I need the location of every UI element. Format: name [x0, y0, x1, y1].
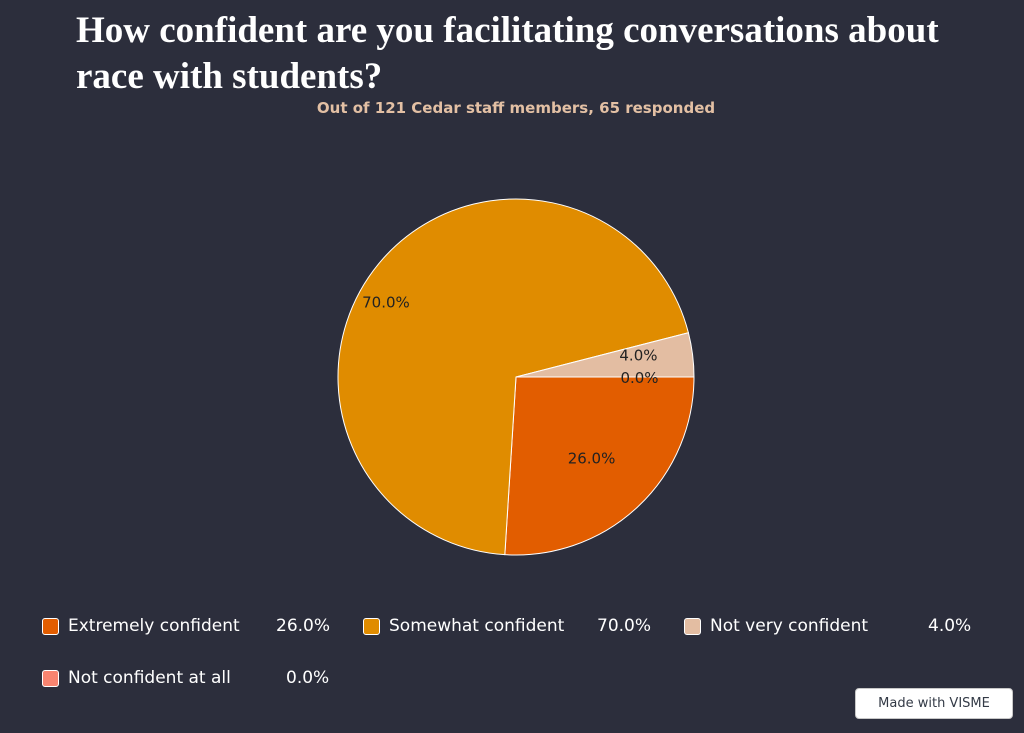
legend-swatch-extremely-confident	[42, 618, 59, 635]
legend-swatch-not-very-confident	[684, 618, 701, 635]
legend-value-somewhat-confident: 70.0%	[597, 616, 652, 636]
pie-chart: 26.0% 70.0% 4.0% 0.0%	[337, 198, 695, 556]
pie-slice-extremely-confident	[504, 376, 695, 556]
legend-swatch-not-confident-at-all	[42, 670, 59, 687]
chart-title: How confident are you facilitating conve…	[76, 10, 939, 97]
slice-label-extremely-confident: 26.0%	[568, 449, 616, 467]
pie-slice-not-very-confident	[515, 332, 695, 378]
pie-slice-somewhat-confident	[337, 198, 690, 556]
legend-label-extremely-confident: Extremely confident	[68, 616, 240, 636]
legend-label-somewhat-confident: Somewhat confident	[389, 616, 565, 636]
slice-label-not-confident-at-all: 0.0%	[620, 369, 658, 387]
slice-label-not-very-confident: 4.0%	[619, 346, 657, 364]
legend-value-not-very-confident: 4.0%	[928, 616, 972, 636]
made-with-visme-badge[interactable]: Made with VISME	[855, 688, 1013, 719]
legend-label-not-confident-at-all: Not confident at all	[68, 668, 231, 688]
legend-label-not-very-confident: Not very confident	[710, 616, 869, 636]
legend-swatch-somewhat-confident	[363, 618, 380, 635]
legend-value-not-confident-at-all: 0.0%	[286, 668, 330, 688]
legend-value-extremely-confident: 26.0%	[276, 616, 331, 636]
slice-label-somewhat-confident: 70.0%	[362, 294, 410, 312]
chart-subtitle: Out of 121 Cedar staff members, 65 respo…	[316, 99, 716, 117]
